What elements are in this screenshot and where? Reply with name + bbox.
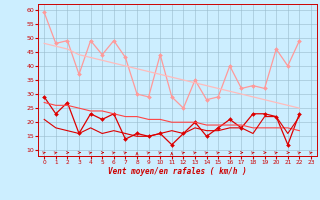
X-axis label: Vent moyen/en rafales ( km/h ): Vent moyen/en rafales ( km/h ) (108, 167, 247, 176)
